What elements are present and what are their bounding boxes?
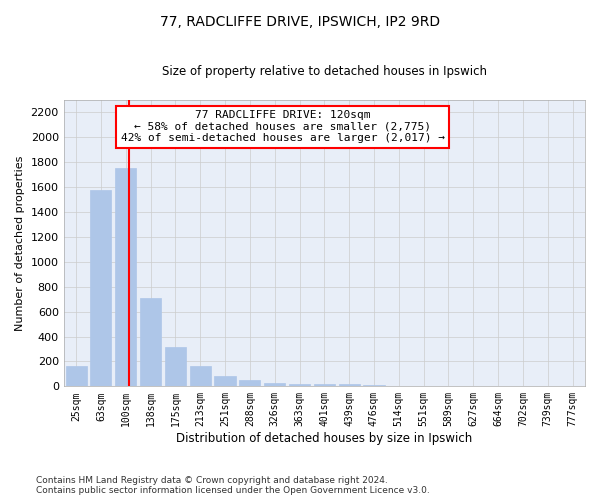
Text: 77 RADCLIFFE DRIVE: 120sqm
← 58% of detached houses are smaller (2,775)
42% of s: 77 RADCLIFFE DRIVE: 120sqm ← 58% of deta…: [121, 110, 445, 143]
Bar: [214, 376, 236, 386]
Bar: [289, 384, 310, 386]
Text: Contains HM Land Registry data © Crown copyright and database right 2024.
Contai: Contains HM Land Registry data © Crown c…: [36, 476, 430, 495]
Bar: [264, 382, 285, 386]
X-axis label: Distribution of detached houses by size in Ipswich: Distribution of detached houses by size …: [176, 432, 472, 445]
Bar: [338, 384, 360, 386]
Y-axis label: Number of detached properties: Number of detached properties: [15, 156, 25, 331]
Bar: [91, 190, 112, 386]
Bar: [115, 168, 136, 386]
Bar: [165, 347, 186, 387]
Bar: [314, 384, 335, 386]
Bar: [239, 380, 260, 386]
Title: Size of property relative to detached houses in Ipswich: Size of property relative to detached ho…: [162, 65, 487, 78]
Text: 77, RADCLIFFE DRIVE, IPSWICH, IP2 9RD: 77, RADCLIFFE DRIVE, IPSWICH, IP2 9RD: [160, 15, 440, 29]
Bar: [364, 385, 385, 386]
Bar: [140, 298, 161, 386]
Bar: [190, 366, 211, 386]
Bar: [65, 366, 86, 386]
